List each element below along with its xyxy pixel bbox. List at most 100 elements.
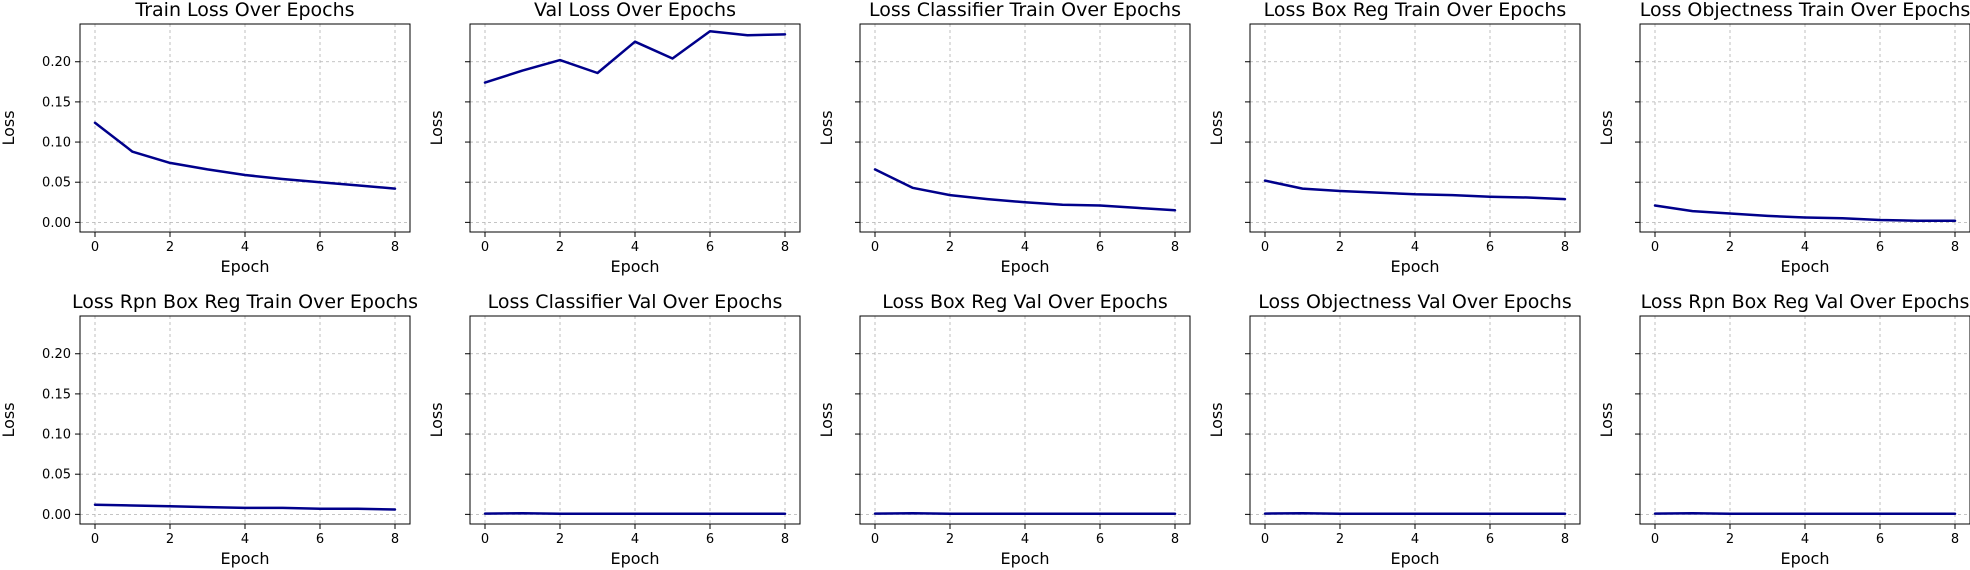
panel-9-x-tick-label-4: 8 <box>1561 532 1569 547</box>
panel-1-x-tick-label-0: 0 <box>91 240 99 255</box>
panel-4-title: Loss Box Reg Train Over Epochs <box>1264 0 1567 21</box>
panel-2-x-axis-label: Epoch <box>611 257 660 276</box>
panel-1-title: Train Loss Over Epochs <box>134 0 354 21</box>
panel-8-title: Loss Box Reg Val Over Epochs <box>882 291 1168 313</box>
panel-2-x-tick-label-0: 0 <box>481 240 489 255</box>
panel-6-title: Loss Rpn Box Reg Train Over Epochs <box>72 291 418 313</box>
panel-2-y-axis-label: Loss <box>427 110 446 145</box>
panel-10-x-tick-label-2: 4 <box>1801 532 1809 547</box>
panel-10-x-tick-label-4: 8 <box>1951 532 1959 547</box>
panel-9-y-axis-label: Loss <box>1207 402 1226 437</box>
panel-5-x-tick-label-2: 4 <box>1801 240 1809 255</box>
panel-3-x-tick-label-2: 4 <box>1021 240 1029 255</box>
panel-1-y-tick-label-2: 0.10 <box>42 136 71 151</box>
panel-5-series-line-0 <box>1653 204 1957 223</box>
panel-7-x-tick-label-4: 8 <box>781 532 789 547</box>
panel-8-x-tick-label-1: 2 <box>946 532 954 547</box>
panel-1-y-axis-label: Loss <box>0 110 18 145</box>
panel-6-y-axis-label: Loss <box>0 402 18 437</box>
panel-4-x-tick-label-0: 0 <box>1261 240 1269 255</box>
panel-7-x-tick-label-1: 2 <box>556 532 564 547</box>
panel-3-x-tick-label-3: 6 <box>1096 240 1104 255</box>
panel-6-x-tick-label-2: 4 <box>241 532 249 547</box>
panel-6-y-tick-label-3: 0.15 <box>42 387 71 402</box>
panel-2-x-tick-label-3: 6 <box>706 240 714 255</box>
panel-1-series-line-0 <box>93 121 397 190</box>
panel-7-title: Loss Classifier Val Over Epochs <box>488 291 783 313</box>
panel-9-x-tick-label-0: 0 <box>1261 532 1269 547</box>
panel-7-x-tick-label-3: 6 <box>706 532 714 547</box>
panel-9-x-axis-label: Epoch <box>1391 549 1440 568</box>
panel-3-x-tick-label-1: 2 <box>946 240 954 255</box>
panel-3-x-tick-label-0: 0 <box>871 240 879 255</box>
panel-1-x-tick-label-1: 2 <box>166 240 174 255</box>
panel-5-x-tick-label-1: 2 <box>1726 240 1734 255</box>
panel-8-x-tick-label-2: 4 <box>1021 532 1029 547</box>
panel-3-x-axis-label: Epoch <box>1001 257 1050 276</box>
panel-5-x-tick-label-4: 8 <box>1951 240 1959 255</box>
panel-9-series-line-0 <box>1263 511 1567 515</box>
panel-8-x-tick-label-0: 0 <box>871 532 879 547</box>
panel-4-x-tick-label-3: 6 <box>1486 240 1494 255</box>
panel-10-x-tick-label-0: 0 <box>1651 532 1659 547</box>
panel-2-x-tick-label-4: 8 <box>781 240 789 255</box>
panel-10-x-axis-label: Epoch <box>1781 549 1830 568</box>
panel-2-series-line-0 <box>483 29 787 84</box>
panel-1-x-tick-label-4: 8 <box>391 240 399 255</box>
panel-3-title: Loss Classifier Train Over Epochs <box>869 0 1181 21</box>
panel-2-title: Val Loss Over Epochs <box>534 0 736 21</box>
panel-8-x-axis-label: Epoch <box>1001 549 1050 568</box>
panel-1-y-tick-label-4: 0.20 <box>42 55 71 70</box>
panel-10-y-axis-label: Loss <box>1597 402 1616 437</box>
panel-7-series-line-0 <box>483 511 787 515</box>
panel-6-y-tick-label-4: 0.20 <box>42 347 71 362</box>
panel-9-x-tick-label-3: 6 <box>1486 532 1494 547</box>
panel-3-series-line-0 <box>873 168 1177 212</box>
panel-4-series-line-0 <box>1263 179 1567 201</box>
panel-7-y-axis-label: Loss <box>427 402 446 437</box>
panel-1-x-tick-label-2: 4 <box>241 240 249 255</box>
panel-2-x-tick-label-1: 2 <box>556 240 564 255</box>
panel-10-x-tick-label-3: 6 <box>1876 532 1884 547</box>
panel-9-x-tick-label-2: 4 <box>1411 532 1419 547</box>
panel-5-x-tick-label-0: 0 <box>1651 240 1659 255</box>
panel-10-x-tick-label-1: 2 <box>1726 532 1734 547</box>
panel-5-title: Loss Objectness Train Over Epochs <box>1640 0 1970 21</box>
panel-6-x-tick-label-4: 8 <box>391 532 399 547</box>
panel-5-x-tick-label-3: 6 <box>1876 240 1884 255</box>
panel-6-x-tick-label-1: 2 <box>166 532 174 547</box>
panel-5-y-axis-label: Loss <box>1597 110 1616 145</box>
panel-4-x-tick-label-4: 8 <box>1561 240 1569 255</box>
panel-6-x-tick-label-3: 6 <box>316 532 324 547</box>
panel-6-x-axis-label: Epoch <box>221 549 270 568</box>
panel-6-y-tick-label-1: 0.05 <box>42 468 71 483</box>
panel-8-y-axis-label: Loss <box>817 402 836 437</box>
panel-4-y-axis-label: Loss <box>1207 110 1226 145</box>
panel-7-x-axis-label: Epoch <box>611 549 660 568</box>
panel-5-x-axis-label: Epoch <box>1781 257 1830 276</box>
panel-3-y-axis-label: Loss <box>817 110 836 145</box>
panel-10-title: Loss Rpn Box Reg Val Over Epochs <box>1641 291 1970 313</box>
panel-4-x-axis-label: Epoch <box>1391 257 1440 276</box>
panel-8-x-tick-label-3: 6 <box>1096 532 1104 547</box>
panel-4-x-tick-label-1: 2 <box>1336 240 1344 255</box>
panel-8-series-line-0 <box>873 511 1177 515</box>
panel-6-y-tick-label-0: 0.00 <box>42 508 71 523</box>
panel-7-x-tick-label-0: 0 <box>481 532 489 547</box>
panel-1-x-tick-label-3: 6 <box>316 240 324 255</box>
panel-1-x-axis-label: Epoch <box>221 257 270 276</box>
panel-3-x-tick-label-4: 8 <box>1171 240 1179 255</box>
panel-1-y-tick-label-1: 0.05 <box>42 176 71 191</box>
panel-6-x-tick-label-0: 0 <box>91 532 99 547</box>
panel-1-y-tick-label-3: 0.15 <box>42 95 71 110</box>
panel-6-y-tick-label-2: 0.10 <box>42 428 71 443</box>
panel-9-title: Loss Objectness Val Over Epochs <box>1258 291 1571 313</box>
panel-9-x-tick-label-1: 2 <box>1336 532 1344 547</box>
panel-8-x-tick-label-4: 8 <box>1171 532 1179 547</box>
panel-7-x-tick-label-2: 4 <box>631 532 639 547</box>
panel-4-x-tick-label-2: 4 <box>1411 240 1419 255</box>
panel-2-x-tick-label-2: 4 <box>631 240 639 255</box>
panel-1-y-tick-label-0: 0.00 <box>42 216 71 231</box>
panel-6-series-line-0 <box>93 503 397 511</box>
